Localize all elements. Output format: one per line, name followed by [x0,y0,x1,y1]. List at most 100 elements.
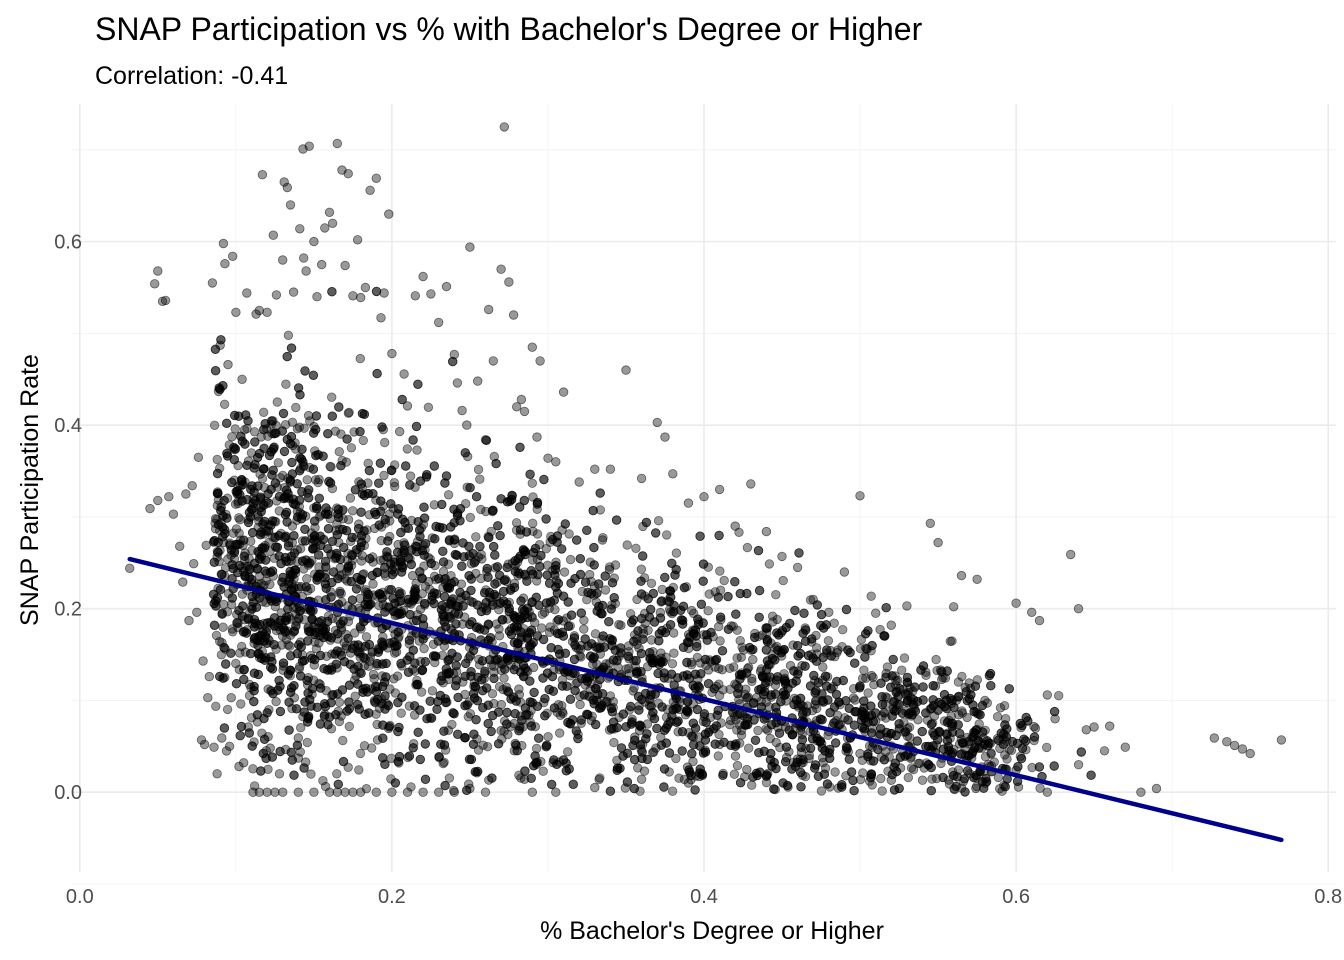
data-point [217,733,227,743]
data-point [300,366,310,376]
data-point [889,762,899,772]
data-point [348,291,358,301]
data-point [796,725,806,736]
data-point [380,704,390,714]
data-point [992,712,1003,722]
data-point [311,501,322,512]
data-point [762,656,773,666]
data-point [514,568,524,579]
data-point [531,743,542,754]
data-point [414,525,425,535]
data-point [299,423,309,433]
data-point [682,762,693,772]
data-point [534,733,544,743]
data-point [446,522,456,532]
data-point [532,432,542,442]
data-point [502,599,512,609]
data-point [343,408,354,418]
data-point [947,636,957,646]
data-point [242,288,252,298]
data-point [438,557,449,567]
data-point [462,785,472,796]
data-point [390,460,400,470]
data-point [636,564,647,574]
data-point [358,435,369,446]
data-point [698,618,708,628]
data-point [636,774,647,785]
data-point [677,746,687,756]
data-point [426,713,437,723]
data-point [525,676,535,686]
data-point [563,717,573,728]
data-point [917,775,928,785]
data-point [298,457,308,467]
data-point [305,558,315,568]
data-point [863,749,873,759]
data-point [629,783,640,794]
data-point [326,592,336,602]
data-point [657,702,667,712]
data-point [931,654,941,665]
data-point [499,726,509,736]
data-point [787,678,798,689]
data-point [229,410,240,421]
data-point [274,769,285,779]
data-point [869,680,879,690]
data-point [715,636,725,646]
data-point [582,525,592,536]
data-point [785,618,795,629]
data-point [569,654,580,665]
data-point [1011,598,1021,608]
data-point [124,563,135,574]
data-point [393,756,403,767]
data-point [364,661,374,671]
data-point [877,699,888,710]
data-point [302,475,312,485]
data-point [824,607,834,618]
data-point [304,493,314,503]
data-point [521,527,532,537]
data-point [844,703,854,714]
data-point [210,596,221,606]
data-point [606,703,617,714]
data-point [886,682,896,692]
data-point [734,527,744,538]
data-point [532,499,543,509]
data-point [502,562,512,573]
data-point [580,577,591,587]
data-point [242,460,252,471]
data-point [528,518,538,529]
data-point [253,669,263,680]
data-point [900,727,911,737]
data-point [394,722,404,733]
data-point [286,747,297,758]
data-point [520,766,530,776]
data-point [918,682,928,692]
data-point [377,593,387,603]
data-point [236,721,247,732]
data-point [465,242,475,252]
data-point [316,616,327,626]
data-point [629,636,639,647]
data-point [489,451,500,462]
data-point [730,751,741,761]
data-point [563,747,573,757]
data-point [539,607,550,618]
data-point [646,578,657,589]
data-point [784,747,794,757]
data-point [934,697,944,708]
data-point [420,539,431,549]
data-point [587,639,597,649]
data-point [714,663,724,674]
data-point [308,605,318,616]
data-point [413,727,423,738]
data-point [936,667,947,677]
data-point [361,632,372,642]
data-point [906,763,917,773]
data-point [862,644,872,654]
data-point [300,536,311,546]
data-point [688,756,698,767]
data-point [395,554,406,565]
data-point [957,671,967,682]
data-point [390,481,400,492]
